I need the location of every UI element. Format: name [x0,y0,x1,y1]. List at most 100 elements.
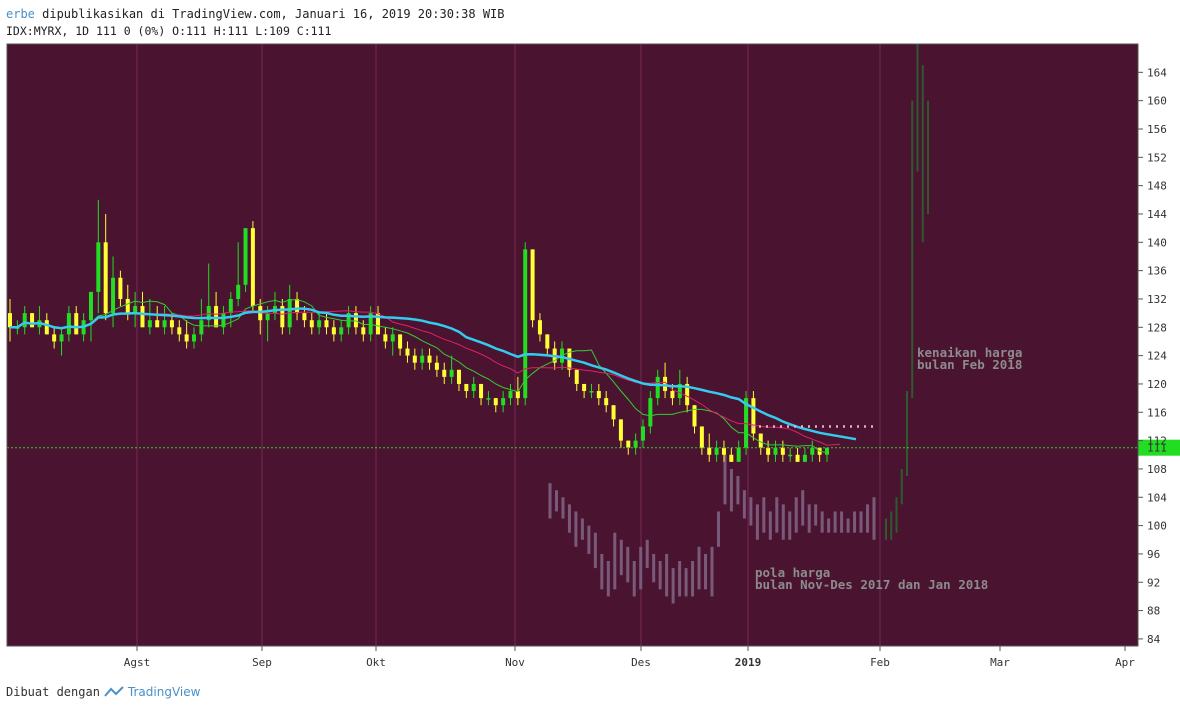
ytick-label: 84 [1147,633,1161,646]
candle-body [280,306,285,328]
candle-body [795,454,800,462]
candle-body [486,398,491,400]
future-bar [885,518,887,540]
candle-body [214,306,219,328]
author-link[interactable]: erbe [6,7,35,21]
candle-body [361,327,366,335]
ghost-bar [639,546,643,590]
candle-body [324,320,329,328]
ytick-label: 92 [1147,576,1160,589]
candle-body [582,383,587,392]
tradingview-logo-icon[interactable] [104,686,124,698]
candle-body [618,419,623,441]
ma-slow-line [10,307,857,441]
x-axis[interactable]: Agst Sep Okt Nov Des 2019 Feb Mar Apr [124,646,1136,669]
candle-body [88,291,93,321]
ytick-label: 108 [1147,463,1167,476]
ytick-label: 148 [1147,180,1167,193]
ghost-bar [600,553,604,590]
candle-body [383,334,388,342]
ghost-bar [742,490,746,519]
candle-body [317,320,322,328]
candle-body [677,383,682,399]
ghost-bar [671,568,675,604]
candle-body [471,383,476,392]
candle-body [228,298,233,314]
candle-body [412,355,417,363]
candle-body [427,355,432,363]
candle-body [331,327,336,335]
annotation-text: bulan Feb 2018 [917,357,1022,372]
candle-body [493,398,498,406]
candle-body [758,433,763,448]
candle-body [376,313,381,335]
ghost-bar [755,504,759,540]
candle-body [162,320,167,328]
candle-body [44,320,49,335]
candle-body [780,447,785,455]
candle-body [192,334,197,342]
candle-body [699,426,704,448]
ghost-bar [840,511,844,533]
annotation-text: pola harga [755,565,830,580]
ytick-label: 160 [1147,95,1167,108]
candle-body [353,313,358,328]
candle-body [479,383,484,399]
ghost-bar [846,518,850,533]
candle-body [530,249,535,321]
candle-body [346,313,351,328]
candle-body [640,426,645,441]
ghost-bar [697,546,701,590]
candle-body [52,334,57,342]
ghost-bar [723,454,727,505]
candle-body [744,398,749,448]
future-bar [890,511,893,540]
candle-body [236,284,241,299]
ghost-bar [872,497,876,540]
candle-body [140,306,145,328]
future-bar [911,100,914,399]
ytick-label: 96 [1147,548,1160,561]
xtick-label: Okt [366,656,386,669]
ghost-bar [645,539,649,569]
candles [8,199,829,462]
xtick-label: Agst [124,656,151,669]
ghost-bar [632,561,636,597]
y-axis[interactable]: 84 88 92 96 100 104 108 112 116 120 124 128 132 136 14… [1138,66,1167,646]
candle-body [508,391,513,399]
future-bar [927,100,929,214]
chart-background [7,44,1138,646]
candle-body [545,334,550,349]
ghost-bar [768,511,772,540]
candle-body [22,313,27,328]
ghost-bar [827,518,831,533]
candle-body [648,398,653,427]
future-bar [895,497,898,533]
published-text: dipublikasikan di TradingView.com, Janua… [34,7,505,21]
candle-body [118,277,123,299]
candle-body [736,447,741,462]
ytick-label: 140 [1147,236,1167,249]
xtick-label: 2019 [735,656,762,669]
made-with-text: Dibuat dengan [6,685,100,699]
ghost-bar [626,546,630,583]
candle-body [766,447,771,455]
ghost-bar [749,497,753,526]
ghost-bar [710,546,714,597]
xtick-label: Apr [1115,656,1135,669]
candle-body [339,327,344,335]
tradingview-brand[interactable]: TradingView [127,685,201,699]
ytick-label: 112 [1147,435,1167,448]
last-price-label: 111 [1147,442,1167,455]
ghost-bar [704,553,708,590]
future-bar [900,468,903,505]
ghost-bar [593,532,597,569]
candle-body [825,447,829,455]
candle-body [405,348,410,356]
ghost-bar [820,511,824,533]
candle-body [633,440,638,448]
ghost-bar [561,497,565,519]
candle-body [302,313,307,321]
